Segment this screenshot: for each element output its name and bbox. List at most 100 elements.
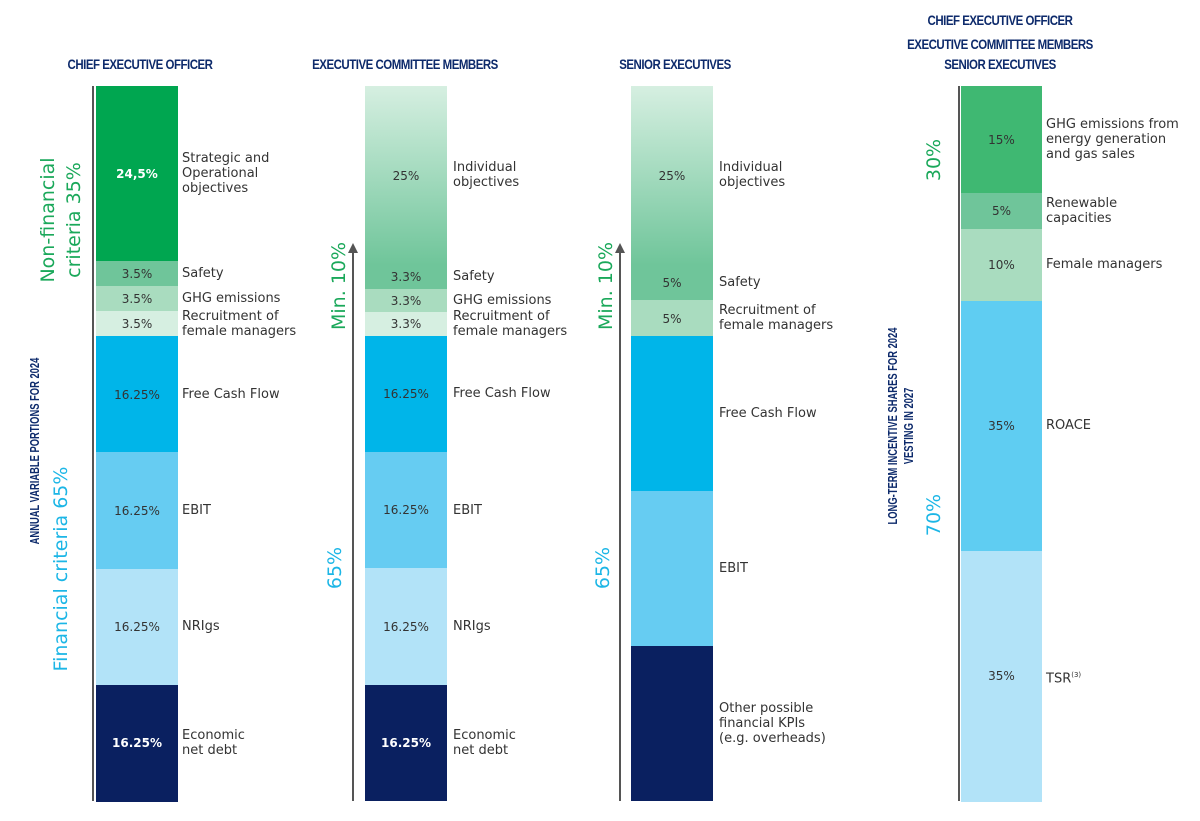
chart-2-segment-8-label-line-2: net debt: [453, 742, 509, 758]
chart-1-segment-3-value: 3.5%: [121, 291, 153, 306]
chart-4-segment-4-label-line-1: ROACE: [1046, 418, 1091, 434]
senior-min-label: Min. 10%: [595, 241, 617, 331]
chart-4-segment-2-label-line-2: capacities: [1046, 211, 1112, 227]
chart-1-segment-2: 3.5%: [96, 261, 178, 287]
chart-3-segment-5: [631, 491, 713, 647]
chart-3-segment-5-label-line-1: EBIT: [719, 561, 748, 577]
chart-3-segment-1-label-line-1: Individual: [719, 160, 783, 176]
chart-4-segment-5-value: 35%: [988, 669, 1015, 684]
chart-1-segment-5: 16.25%: [96, 336, 178, 453]
chart-2-segment-1-value: 25%: [392, 168, 420, 183]
chart-2-segment-2-value: 3.3%: [390, 269, 422, 284]
lti-70-label: 70%: [923, 493, 945, 537]
senior-arrow-head-icon: [615, 243, 625, 253]
chart-2-segment-4-label-line-1: Recruitment of: [453, 308, 550, 324]
chart-1-segment-2-label: Safety: [182, 266, 224, 281]
lti-30-label: 30%: [923, 138, 945, 182]
chart-2-segment-1: 25%: [365, 86, 447, 266]
chart-4-segment-5: 35%: [961, 550, 1042, 802]
chart-2-segment-5-value: 16.25%: [383, 387, 429, 402]
long-term-label: LONG-TERM INCENTIVE SHARES FOR 2024 VEST…: [885, 325, 917, 528]
chart-2-segment-7-value: 16.25%: [383, 619, 429, 634]
annual-variable-label: ANNUAL VARIABLE PORTIONS FOR 2024: [28, 357, 42, 545]
chart-2-segment-1-label: Individual objectives: [453, 160, 519, 190]
exec-arrow-head-icon: [348, 243, 358, 253]
chart-1-segment-5-label: Free Cash Flow: [182, 387, 280, 402]
chart-4-segment-1-label-line-1: GHG emissions from: [1046, 117, 1179, 133]
chart-3-segment-4-label: Free Cash Flow: [719, 406, 817, 421]
chart-4-segment-3: 10%: [961, 229, 1042, 301]
senior-stacked-bar: 25% 5% 5%: [631, 86, 713, 802]
exec-min-label: Min. 10%: [328, 241, 350, 331]
exec-arrow-line: [352, 252, 354, 801]
chart-1-title: CHIEF EXECUTIVE OFFICER: [67, 56, 213, 72]
chart-3-segment-1-label: Individual objectives: [719, 160, 785, 190]
chart-3-segment-6-label-line-1: Other possible: [719, 701, 814, 717]
exec-stacked-bar: 25% 3.3% 3.3% 3.3% 16.25% 16.25% 16.25% 16.25%: [365, 86, 447, 802]
chart-1-segment-6-label-line-1: EBIT: [182, 503, 211, 519]
chart-3-segment-6-label-line-3: (e.g. overheads): [719, 731, 826, 747]
chart-4-segment-5-label: TSR(3): [1046, 668, 1081, 686]
chart-2-segment-6-label-line-1: EBIT: [453, 502, 482, 518]
chart-4-segment-5-label-line-1: TSR(3): [1046, 671, 1082, 687]
chart-3-title: SENIOR EXECUTIVES: [619, 56, 731, 72]
chart-1-segment-6-label: EBIT: [182, 503, 211, 518]
chart-4-segment-1-value: 15%: [988, 132, 1015, 147]
chart-1-segment-4-label-line-1: Recruitment of: [182, 308, 279, 324]
exec-financial-label: 65%: [324, 546, 346, 590]
chart-2-segment-5: 16.25%: [365, 335, 447, 453]
chart-2-segment-1-label-line-1: Individual: [453, 160, 517, 176]
chart-1-segment-4: 3.5%: [96, 311, 178, 337]
chart-4-segment-1-label-line-3: and gas sales: [1046, 147, 1135, 163]
chart-1-segment-1: 24,5%: [96, 86, 178, 262]
chart-1-segment-3-label: GHG emissions: [182, 291, 280, 306]
chart-2-segment-4-value: 3.3%: [390, 317, 422, 332]
chart-3-segment-4-label-line-1: Free Cash Flow: [719, 406, 817, 422]
chart-1-segment-7-label: NRIgs: [182, 619, 220, 634]
chart-3-segment-1: 25%: [631, 86, 713, 266]
chart-1-segment-1-label: Strategic and Operational objectives: [182, 151, 269, 196]
chart-1-segment-7-value: 16.25%: [114, 619, 160, 634]
chart-2-segment-2-label: Safety: [453, 269, 495, 284]
chart-4-segment-3-label-line-1: Female managers: [1046, 257, 1163, 273]
chart-2-segment-2-label-line-1: Safety: [453, 269, 495, 285]
chart-3-segment-2-label-line-1: Safety: [719, 275, 761, 291]
chart-1-segment-8-label-line-2: net debt: [182, 742, 238, 758]
chart-4-segment-2: 5%: [961, 193, 1042, 230]
chart-2-segment-8-label-line-1: Economic: [453, 727, 516, 743]
chart-1-segment-1-label-line-2: Operational: [182, 166, 259, 182]
chart-1-segment-4-value: 3.5%: [121, 316, 153, 331]
chart-1-segment-2-label-line-1: Safety: [182, 266, 224, 282]
chart-2-segment-3-label-line-1: GHG emissions: [453, 292, 552, 308]
ceo-bracket: [92, 86, 94, 801]
chart-2-segment-7: 16.25%: [365, 568, 447, 686]
chart-3-segment-3: 5%: [631, 300, 713, 337]
long-term-label-line-1: LONG-TERM INCENTIVE SHARES FOR 2024: [886, 327, 900, 525]
chart-2-segment-6-value: 16.25%: [383, 503, 429, 518]
chart-1-segment-8-label-line-1: Economic: [182, 727, 245, 743]
chart-3-segment-6-label-line-2: financial KPIs: [719, 716, 806, 732]
chart-4-segment-1-label: GHG emissions from energy generation and g…: [1046, 117, 1179, 162]
ceo-non-financial-label: Non-financial criteria 35%: [37, 157, 85, 283]
chart-2-segment-8-label: Economic net debt: [453, 728, 516, 758]
chart-3-segment-2-value: 5%: [662, 275, 682, 290]
chart-1-segment-4-label: Recruitment of female managers: [182, 309, 296, 339]
chart-4-segment-4-label: ROACE: [1046, 418, 1091, 433]
chart-1-segment-3: 3.5%: [96, 286, 178, 312]
chart-2-segment-8: 16.25%: [365, 684, 447, 802]
chart-3-segment-3-label-line-1: Recruitment of: [719, 303, 816, 319]
chart-3-segment-3-label: Recruitment of female managers: [719, 303, 833, 333]
chart-1-segment-8-label: Economic net debt: [182, 728, 245, 758]
senior-arrow-line: [619, 252, 621, 801]
chart-3-segment-2: 5%: [631, 264, 713, 301]
chart-1-segment-5-label-line-1: Free Cash Flow: [182, 386, 280, 402]
chart-4-title-line-3: SENIOR EXECUTIVES: [944, 56, 1056, 72]
chart-3-segment-3-label-line-2: female managers: [719, 318, 834, 334]
chart-3-segment-4: [631, 336, 713, 492]
chart-2-segment-3-value: 3.3%: [390, 293, 422, 308]
chart-1-segment-8-value: 16.25%: [112, 736, 162, 751]
chart-2-segment-6: 16.25%: [365, 452, 447, 569]
chart-3-segment-1-label-line-2: objectives: [719, 175, 786, 191]
chart-3-segment-2-label: Safety: [719, 275, 761, 290]
chart-2-segment-1-label-line-2: objectives: [453, 175, 520, 191]
